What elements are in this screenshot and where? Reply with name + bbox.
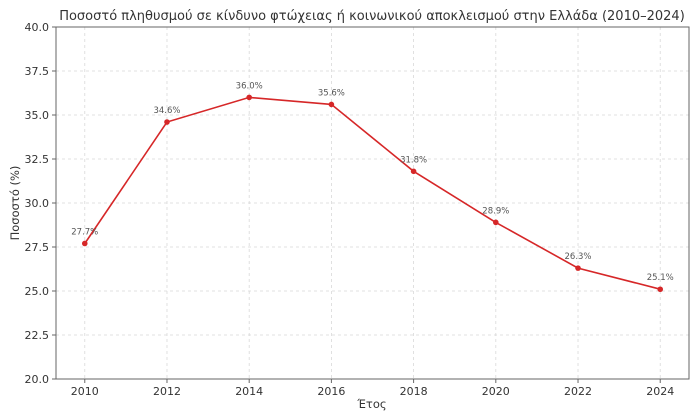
data-labels: 27.7% 34.6% 36.0% 35.6% 31.8% 28.9% 26.3% 25.1%	[71, 81, 673, 283]
data-point	[328, 101, 335, 108]
data-label: 27.7%	[71, 227, 98, 237]
y-axis-ticks: 20.0 22.5 25.0 27.5 30.0 32.5 35.0 37.5 40.0	[25, 21, 56, 386]
chart-title: Ποσοστό πληθυσμού σε κίνδυνο φτώχειας ή …	[59, 9, 685, 24]
x-tick-label: 2016	[317, 385, 345, 398]
y-tick-label: 40.0	[25, 21, 50, 34]
x-tick-label: 2024	[646, 385, 674, 398]
x-tick-label: 2010	[71, 385, 99, 398]
y-tick-label: 30.0	[25, 197, 50, 210]
series-line	[84, 96, 661, 290]
x-tick-label: 2014	[235, 385, 263, 398]
y-tick-label: 37.5	[25, 65, 50, 78]
data-label: 36.0%	[236, 81, 263, 91]
data-label: 34.6%	[153, 106, 180, 116]
data-point	[410, 168, 417, 175]
x-tick-label: 2012	[153, 385, 181, 398]
y-axis-label: Ποσοστό (%)	[8, 166, 22, 241]
y-tick-label: 32.5	[25, 153, 50, 166]
data-points	[81, 94, 664, 293]
data-point	[164, 119, 170, 125]
data-point	[246, 94, 252, 101]
data-label: 26.3%	[565, 252, 592, 262]
x-tick-label: 2018	[400, 385, 428, 398]
y-tick-label: 22.5	[25, 329, 50, 342]
data-point	[81, 240, 88, 247]
data-label: 28.9%	[482, 206, 509, 216]
data-label: 35.6%	[318, 88, 345, 98]
data-label: 25.1%	[647, 273, 674, 283]
y-tick-label: 20.0	[25, 373, 50, 386]
plot-frame	[55, 26, 690, 380]
x-tick-label: 2022	[564, 385, 592, 398]
data-point	[493, 219, 499, 226]
data-point	[657, 286, 664, 293]
x-tick-label: 2020	[482, 385, 510, 398]
y-tick-label: 25.0	[25, 285, 50, 298]
data-point	[575, 265, 581, 271]
data-label: 31.8%	[400, 155, 427, 165]
x-axis-ticks: 2010 2012 2014 2016 2018 2020 2022 2024	[71, 379, 674, 398]
y-tick-label: 35.0	[25, 109, 50, 122]
grid	[56, 26, 689, 380]
x-axis-label: Έτος	[356, 397, 386, 411]
y-tick-label: 27.5	[25, 241, 50, 254]
